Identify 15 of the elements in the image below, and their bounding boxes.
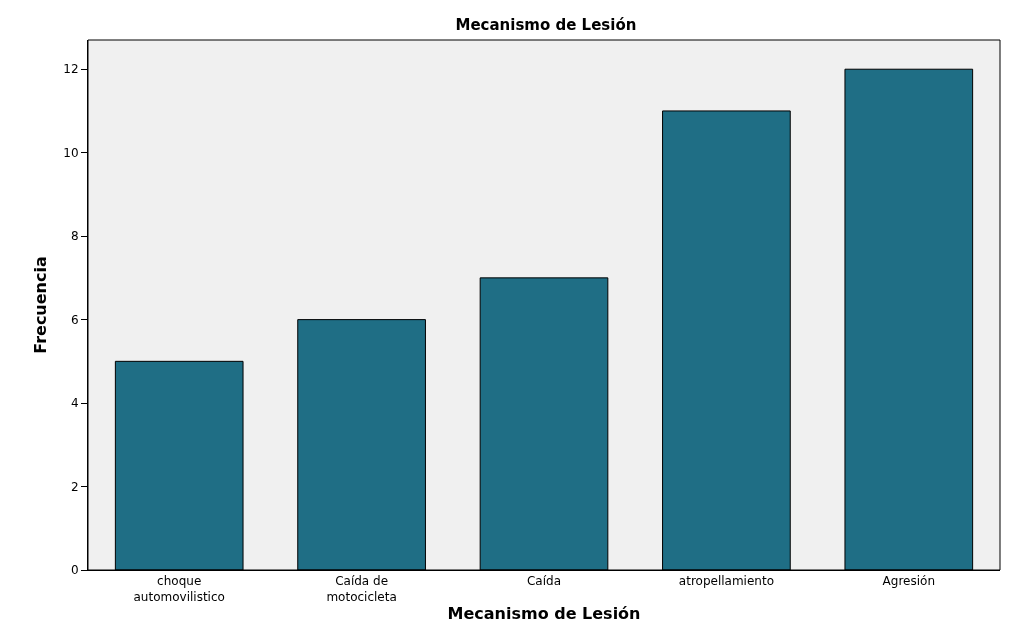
y-tick-label: 12	[63, 62, 79, 77]
y-tick-label: 2	[70, 479, 79, 494]
x-tick-label: Caída de motocicleta	[326, 574, 397, 604]
y-tick-label: 4	[70, 396, 79, 411]
x-tick-label: Agresión	[882, 574, 936, 589]
x-tick-label: atropellamiento	[678, 574, 774, 589]
y-tick-label: 8	[70, 229, 79, 244]
y-axis-title: Frecuencia	[31, 256, 51, 354]
y-tick-label: 0	[70, 563, 79, 578]
x-tick-label: Caída	[526, 574, 562, 589]
chart-title: Mecanismo de Lesión	[455, 15, 637, 34]
y-tick-label: 6	[70, 312, 79, 327]
y-tick-label: 10	[63, 145, 79, 160]
x-tick-label: choque automovilistico	[133, 574, 225, 604]
x-axis-title: Mecanismo de Lesión	[447, 603, 641, 623]
